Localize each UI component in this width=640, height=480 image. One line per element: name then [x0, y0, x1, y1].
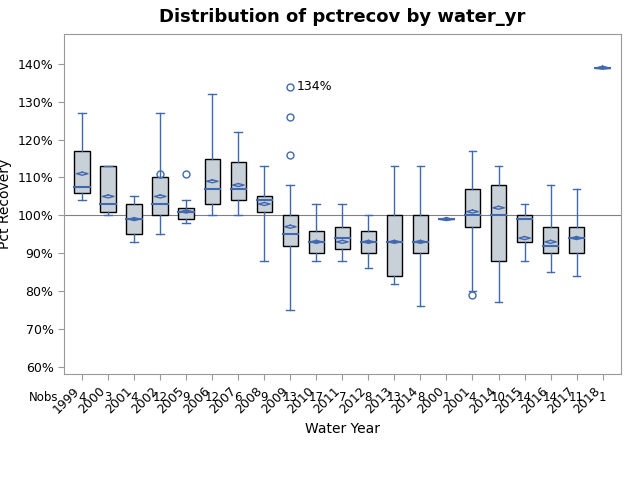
Bar: [152, 178, 168, 216]
Bar: [387, 216, 403, 276]
Text: 17: 17: [309, 392, 324, 405]
Text: 9: 9: [182, 392, 190, 405]
Bar: [516, 216, 532, 242]
Text: 3: 3: [104, 392, 112, 405]
Bar: [491, 185, 506, 261]
Text: 4: 4: [131, 392, 138, 405]
Text: Nobs: Nobs: [28, 392, 58, 405]
Text: 13: 13: [387, 392, 402, 405]
Bar: [543, 227, 558, 253]
Bar: [74, 151, 90, 192]
Bar: [569, 227, 584, 253]
Bar: [282, 216, 298, 246]
Bar: [127, 204, 142, 234]
Text: 134%: 134%: [297, 80, 333, 93]
Title: Distribution of pctrecov by water_yr: Distribution of pctrecov by water_yr: [159, 9, 525, 26]
Bar: [465, 189, 480, 227]
Bar: [413, 216, 428, 253]
X-axis label: Water Year: Water Year: [305, 422, 380, 436]
Bar: [257, 196, 272, 212]
Text: 12: 12: [153, 392, 168, 405]
Bar: [308, 230, 324, 253]
Text: 4: 4: [468, 392, 476, 405]
Text: 1: 1: [443, 392, 450, 405]
Text: 9: 9: [260, 392, 268, 405]
Text: 10: 10: [491, 392, 506, 405]
Text: 4: 4: [79, 392, 86, 405]
Bar: [335, 227, 350, 250]
Bar: [205, 158, 220, 204]
Text: 12: 12: [205, 392, 220, 405]
Text: 13: 13: [283, 392, 298, 405]
Bar: [360, 230, 376, 253]
Text: 8: 8: [417, 392, 424, 405]
Bar: [179, 208, 194, 219]
Text: 1: 1: [599, 392, 606, 405]
Bar: [230, 162, 246, 200]
Text: 6: 6: [235, 392, 242, 405]
Text: 7: 7: [339, 392, 346, 405]
Text: 14: 14: [543, 392, 558, 405]
Text: 11: 11: [569, 392, 584, 405]
Y-axis label: Pct Recovery: Pct Recovery: [0, 159, 12, 249]
Text: 8: 8: [365, 392, 372, 405]
Bar: [100, 166, 116, 212]
Text: 14: 14: [517, 392, 532, 405]
